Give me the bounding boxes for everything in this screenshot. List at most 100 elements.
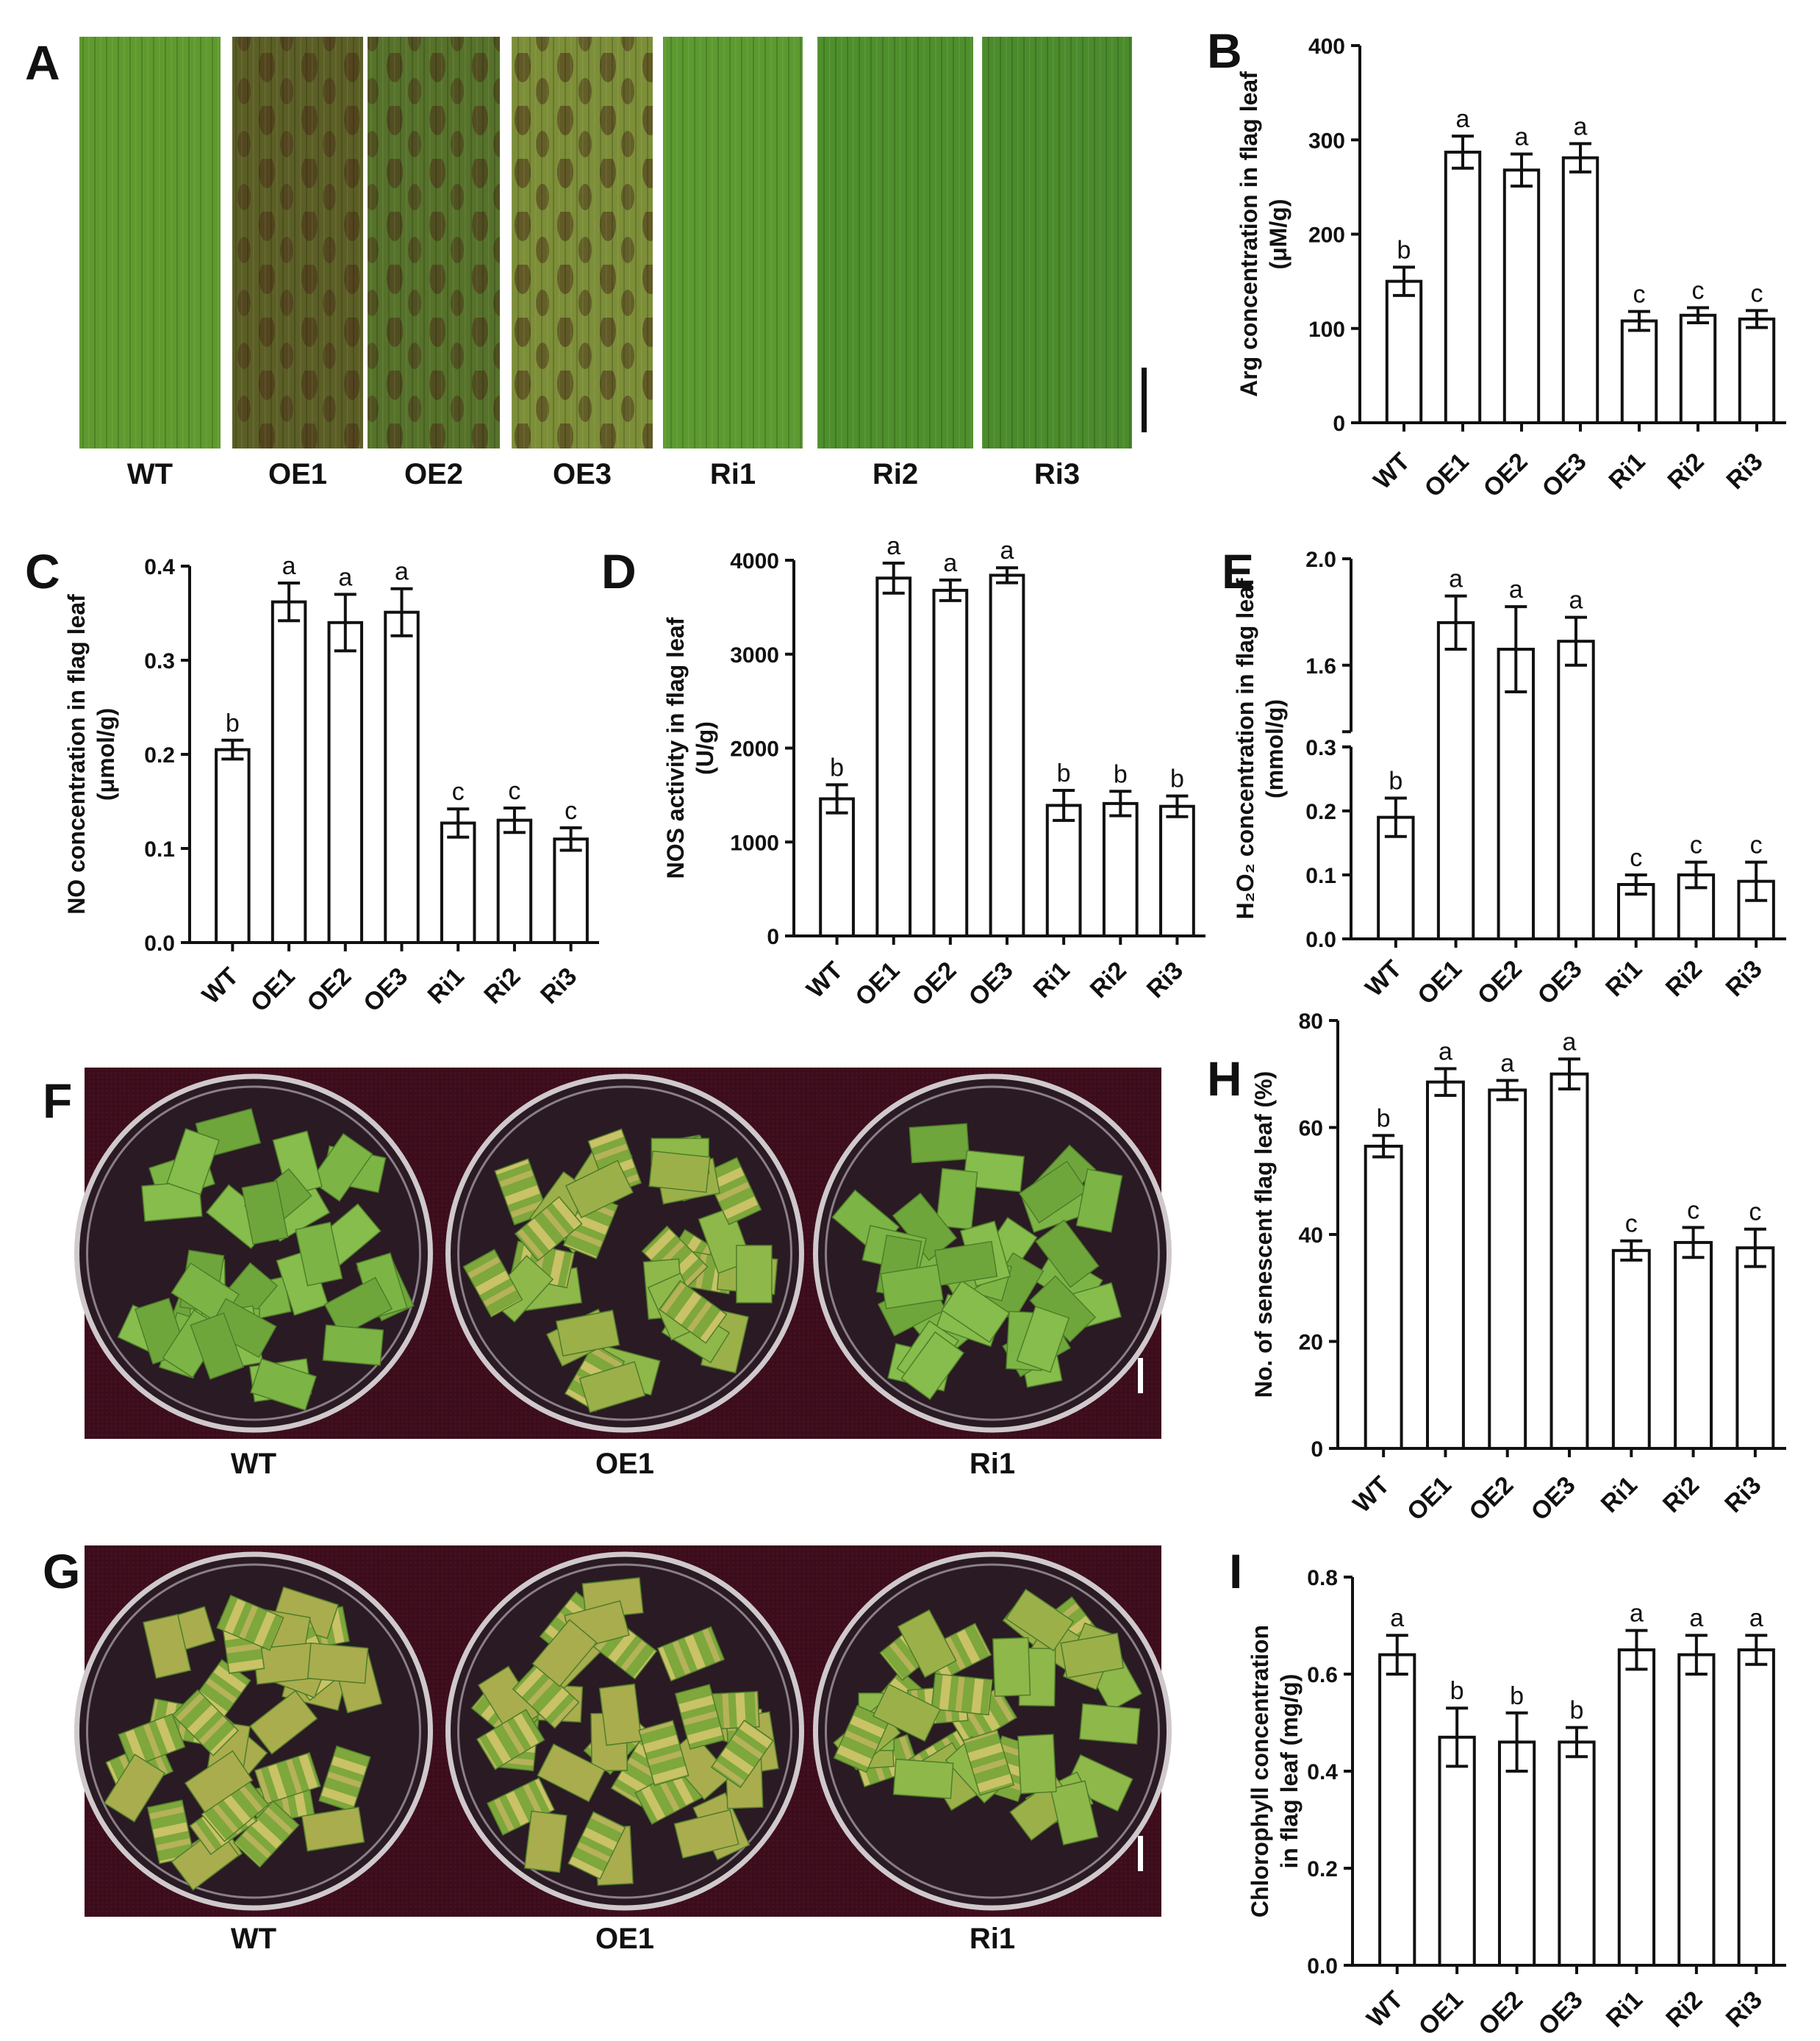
x-tick-label: OE2	[301, 962, 357, 1018]
bar-wt	[1385, 279, 1423, 424]
x-tick-label: Ri1	[1600, 955, 1647, 1002]
x-tick-label: Ri2	[1660, 1986, 1708, 2033]
significance-letter: a	[886, 532, 900, 560]
y-axis-label: NO concentration in flag leaf	[63, 594, 90, 915]
bar-oe2	[1497, 1740, 1536, 1967]
leaf-segment	[307, 1643, 369, 1684]
bar-ri3	[1738, 317, 1776, 424]
significance-letter: c	[565, 797, 577, 825]
leaf-segment	[301, 1806, 365, 1852]
significance-letter: a	[1574, 112, 1588, 140]
y-tick-label: 0	[1333, 412, 1345, 436]
significance-letter: a	[1569, 587, 1583, 615]
leaf-segment	[1064, 1754, 1133, 1812]
panel-label-E: E	[1222, 544, 1254, 598]
leaf-photo-panel: WT OE1 OE2 OE3 Ri1 Ri2 Ri3	[79, 37, 1132, 490]
y-tick-label: 200	[1308, 224, 1345, 248]
leaf-segment	[555, 1309, 620, 1357]
leaf-segment	[872, 1683, 942, 1742]
bar-ri1	[1045, 804, 1082, 937]
leaf-segment	[892, 1758, 954, 1799]
significance-letter: a	[338, 563, 352, 591]
leaf-segment	[648, 1150, 711, 1193]
y-axis-label: H₂O₂ concentration in flag leaf	[1232, 578, 1258, 919]
y-tick-label: 3000	[730, 643, 779, 668]
petri-dish-wt	[74, 1551, 433, 1911]
significance-letter: a	[395, 558, 409, 586]
y-tick-label: 0	[1311, 1437, 1323, 1462]
leaf-segment	[531, 1619, 598, 1687]
bar-ri3	[1737, 1648, 1775, 1967]
significance-letter: a	[1509, 576, 1523, 604]
leaf-veins-wt	[79, 37, 221, 448]
leaf-segment	[323, 1276, 393, 1337]
y-tick-label: 0	[767, 925, 779, 949]
leaf-segment	[1035, 1219, 1100, 1288]
leaf-segment	[935, 1168, 978, 1230]
y-axis-label: (μmol/g)	[93, 708, 119, 801]
x-tick-label: OE3	[358, 962, 413, 1018]
significance-letter: a	[1500, 1049, 1514, 1077]
leaf-segment	[1079, 1703, 1141, 1745]
y-axis-label: (μM/g)	[1265, 199, 1291, 270]
bar-oe1	[1438, 1735, 1476, 1967]
leaf-segment	[295, 1221, 343, 1287]
significance-letter: b	[1510, 1682, 1524, 1710]
leaf-segment	[638, 1720, 689, 1787]
y-axis-label: NOS activity in flag leaf	[662, 617, 689, 879]
y-axis-label: (mmol/g)	[1261, 699, 1288, 798]
leaf-segment	[897, 1609, 957, 1679]
y-axis-label: No. of senescent flag leaf (%)	[1250, 1071, 1277, 1398]
y-tick-label: 0.4	[1307, 1760, 1338, 1784]
leaf-segment	[909, 1123, 970, 1164]
bar-oe1	[271, 600, 307, 944]
bar-oe3	[1558, 1740, 1596, 1967]
x-tick-label: OE3	[964, 957, 1019, 1012]
x-tick-label: OE3	[1533, 1986, 1588, 2041]
bar-oe3	[384, 610, 420, 944]
leaf-segment	[1018, 1160, 1088, 1224]
y-tick-label: 0.0	[1305, 928, 1336, 952]
bar-oe2	[327, 621, 364, 944]
leaf-label-oe2: OE2	[404, 458, 463, 490]
x-tick-label: WT	[801, 957, 848, 1004]
bar-wt	[1364, 1144, 1403, 1451]
x-tick-label: WT	[197, 962, 244, 1009]
x-tick-label: Ri2	[1662, 448, 1709, 495]
chart-i: 0.0 0.2 0.4 0.6 0.8 a WT b OE1 b OE2 b OE3 a Ri1 a Ri2 a R…	[1247, 1566, 1786, 2041]
dish-label-ri1: Ri1	[970, 1448, 1015, 1480]
leaf-segment	[486, 1777, 556, 1836]
leaf-segment	[658, 1279, 728, 1344]
x-tick-label: OE2	[1472, 955, 1527, 1010]
leaf-segment	[833, 1704, 891, 1773]
significance-letter: b	[1389, 768, 1402, 796]
bar-charts: 0100200300400bWTaOE1aOE2aOE3cRi1cRi2cRi3…	[63, 35, 1786, 2041]
y-tick-label: 0.3	[1305, 736, 1336, 760]
x-tick-label: Ri3	[535, 962, 582, 1009]
chart-d: 0 1000 2000 3000 4000 b WT a OE1 a OE2 a OE3 b Ri1 b Ri2…	[662, 532, 1205, 1012]
leaf-segment	[166, 1128, 221, 1195]
petri-dish-oe1	[445, 1551, 804, 1911]
significance-letter: b	[1114, 760, 1128, 788]
scale-bar	[1138, 1358, 1143, 1393]
significance-letter: a	[1439, 1037, 1452, 1065]
x-tick-label: OE1	[1419, 448, 1475, 503]
petri-dish-ri1	[813, 1073, 1172, 1433]
significance-letter: a	[1630, 1600, 1644, 1628]
significance-letter: a	[1689, 1604, 1703, 1632]
dish-label-wt: WT	[231, 1448, 276, 1480]
x-tick-label: Ri1	[1603, 448, 1650, 495]
y-tick-label: 0.2	[144, 743, 175, 768]
x-tick-label: Ri3	[1721, 448, 1768, 495]
leaf-segment	[900, 1331, 965, 1401]
x-tick-label: Ri1	[423, 962, 470, 1009]
dish-label-ri1: Ri1	[970, 1923, 1015, 1955]
y-tick-label: 1.6	[1305, 654, 1336, 679]
bar-wt	[1378, 1653, 1416, 1967]
panel-label-D: D	[601, 544, 637, 598]
y-tick-label: 400	[1308, 35, 1345, 59]
leaf-segment	[931, 1673, 993, 1716]
x-tick-label: OE1	[850, 957, 905, 1012]
bar-ri1	[1617, 1648, 1656, 1967]
y-tick-label: 4000	[730, 549, 779, 573]
